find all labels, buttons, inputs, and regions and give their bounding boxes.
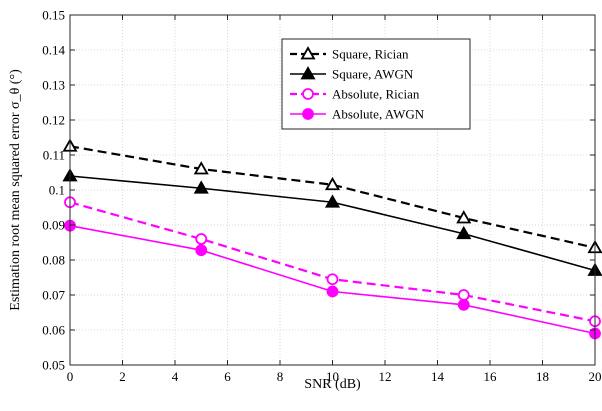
y-tick-label: 0.12 [42,113,65,128]
data-point [195,244,208,257]
legend-marker [300,66,316,80]
y-tick-label: 0.11 [43,148,65,163]
y-tick-label: 0.09 [42,218,65,233]
legend-item-absolute-awgn: Absolute, AWGN [290,107,425,122]
data-point [457,289,470,301]
data-point [456,225,472,240]
data-point [324,176,341,191]
legend-item-square-awgn: Square, AWGN [290,66,414,82]
data-point [326,285,339,298]
legend-item-square-rician: Square, Rician [290,46,409,62]
x-tick-label: 2 [119,369,126,384]
series-absolute-awgn [64,219,601,340]
data-point [457,298,470,311]
y-tick-label: 0.07 [42,288,65,303]
legend-label: Absolute, AWGN [332,107,425,122]
y-tick-label: 0.06 [42,323,65,338]
legend-marker [302,88,314,100]
y-tick-label: 0.15 [42,8,65,23]
y-tick-label: 0.13 [42,78,65,93]
data-point [326,273,339,286]
data-point [456,210,472,224]
y-tick-label: 0.05 [42,358,65,373]
data-point [193,161,209,175]
series-line-square-rician [69,145,596,249]
legend-label: Square, Rician [332,47,409,62]
legend: Square, Rician Square, AWGN Absolute, Rici… [281,38,471,130]
ticks: 0 2 4 6 8 10 12 14 16 18 20 0.05 0.06 0.07 0.08 0.09 0.1… [42,8,601,385]
legend-label: Square, AWGN [332,67,414,82]
x-tick-label: 20 [589,369,602,384]
x-tick-label: 10 [326,369,339,384]
x-tick-label: 6 [224,369,231,384]
data-point [324,194,341,208]
y-tick-label: 0.14 [42,43,65,58]
y-tick-label: 0.1 [49,183,65,198]
y-tick-label: 0.08 [42,253,65,268]
data-point [195,233,208,245]
data-point [193,180,209,194]
legend-marker [300,46,316,60]
x-tick-label: 8 [277,369,284,384]
legend-item-absolute-rician: Absolute, Rician [290,87,420,102]
legend-marker [302,108,314,120]
x-tick-label: 14 [431,369,445,384]
series-square-rician [62,138,602,254]
x-tick-label: 4 [172,369,179,384]
x-tick-label: 12 [379,369,392,384]
x-tick-label: 0 [67,369,74,384]
x-tick-label: 16 [484,369,498,384]
y-axis-label: Estimation root mean squared error σ_θ (… [8,69,23,311]
x-axis-label: SNR (dB) [304,377,361,392]
legend-label: Absolute, Rician [332,87,420,102]
x-tick-label: 18 [536,369,549,384]
